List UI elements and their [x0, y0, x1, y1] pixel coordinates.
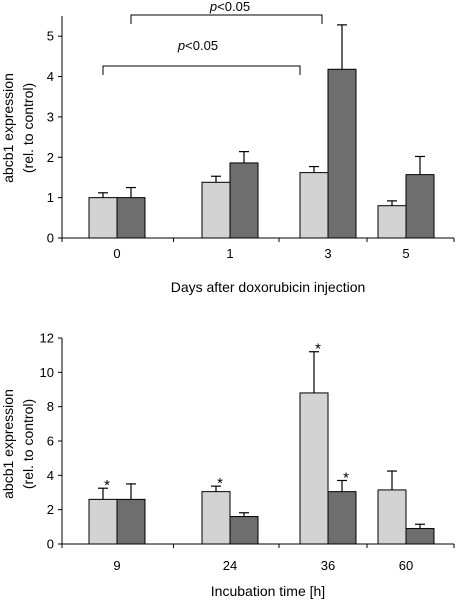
y-tick-label: 4 [47, 69, 54, 84]
x-axis-title: Incubation time [h] [211, 583, 325, 599]
bar-series-2 [327, 68, 357, 239]
x-tick-label: 3 [324, 246, 331, 261]
bar-series-1 [88, 498, 118, 545]
y-tick-label: 1 [47, 190, 54, 205]
y-tick-label: 6 [47, 434, 54, 449]
y-tick-label: 5 [47, 29, 54, 44]
p-value-label: p<0.05 [177, 38, 218, 53]
x-tick-label: 60 [399, 558, 413, 573]
x-tick-label: 36 [321, 558, 335, 573]
y-tick-label: 12 [40, 331, 54, 346]
bar-series-2 [405, 174, 435, 239]
bar-series-1 [299, 392, 329, 545]
bar-series-2 [116, 498, 146, 545]
significance-bracket [102, 65, 301, 75]
p-value-label: p<0.05 [209, 0, 250, 14]
x-axis-title: Days after doxorubicin injection [171, 279, 366, 295]
x-tick-label: 9 [113, 558, 120, 573]
y-tick-label: 0 [47, 537, 54, 552]
bar-series-2 [327, 491, 357, 545]
significance-star: * [343, 469, 349, 486]
bar-series-2 [405, 528, 435, 545]
bar-series-1 [201, 181, 231, 239]
chart-1: 0 1 2 3 4 5 0 1 3 5 Days after doxorubicin injecti… [0, 0, 455, 295]
y-tick-label: 10 [40, 365, 54, 380]
y-tick-label: 4 [47, 468, 54, 483]
significance-bracket [130, 14, 323, 24]
y-axis-title-line-2: (rel. to control) [20, 399, 36, 489]
bar-series-1 [377, 489, 407, 545]
y-tick-label: 2 [47, 150, 54, 165]
y-axis-title-line-1: abcb1 expression [0, 73, 16, 183]
bar-series-1 [377, 205, 407, 239]
bar-series-2 [116, 197, 146, 239]
bar-series-1 [299, 172, 329, 239]
x-tick-label: 1 [226, 246, 233, 261]
y-tick-label: 2 [47, 502, 54, 517]
significance-star: * [217, 475, 223, 492]
bar-series-2 [229, 516, 259, 545]
significance-star: * [104, 477, 110, 494]
bar-series-2 [229, 162, 259, 239]
y-axis-title-line-1: abcb1 expression [0, 389, 16, 499]
x-tick-label: 0 [113, 246, 120, 261]
y-axis-title-line-2: (rel. to control) [20, 83, 36, 173]
bar-series-1 [88, 197, 118, 239]
x-tick-label: 24 [223, 558, 237, 573]
x-tick-label: 5 [402, 246, 409, 261]
bar-series-1 [201, 491, 231, 545]
y-tick-label: 8 [47, 399, 54, 414]
y-tick-label: 3 [47, 109, 54, 124]
significance-star: * [315, 341, 321, 358]
y-tick-label: 0 [47, 231, 54, 246]
